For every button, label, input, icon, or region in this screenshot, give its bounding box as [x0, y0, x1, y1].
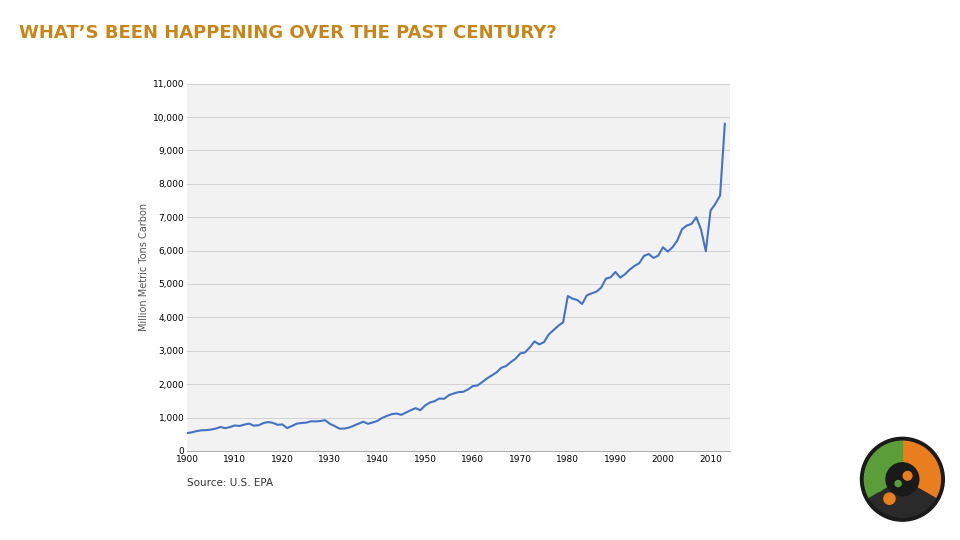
Circle shape [860, 437, 945, 521]
Wedge shape [864, 441, 902, 498]
Circle shape [903, 471, 912, 480]
Circle shape [876, 484, 882, 491]
Y-axis label: Million Metric Tons Carbon: Million Metric Tons Carbon [139, 203, 149, 332]
Wedge shape [870, 480, 935, 517]
Circle shape [884, 493, 895, 504]
Text: Source: U.S. EPA: Source: U.S. EPA [187, 478, 274, 488]
Circle shape [886, 463, 919, 496]
Wedge shape [902, 441, 941, 498]
Text: WHAT’S BEEN HAPPENING OVER THE PAST CENTURY?: WHAT’S BEEN HAPPENING OVER THE PAST CENT… [19, 24, 557, 42]
Circle shape [895, 481, 901, 487]
